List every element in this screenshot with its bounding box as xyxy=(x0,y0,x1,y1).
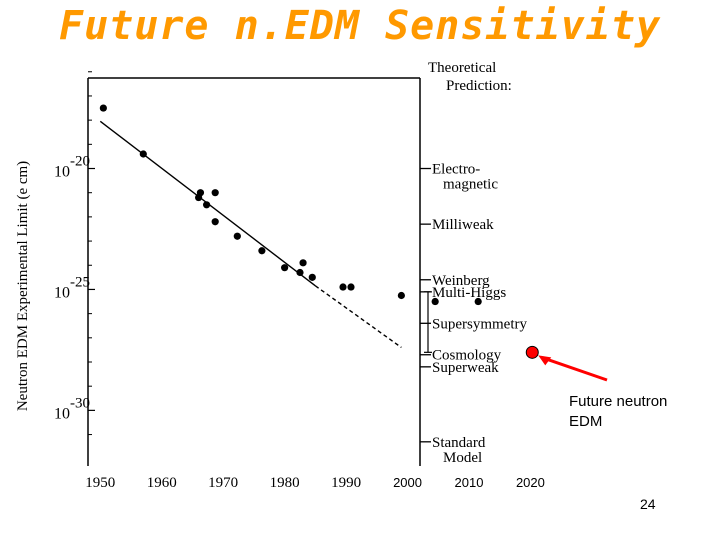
theory-label: Supersymmetry xyxy=(432,316,527,332)
theory-title-line2: Prediction: xyxy=(446,78,512,94)
data-point xyxy=(296,268,304,277)
theory-label: Standard xyxy=(432,435,486,451)
future-arrow-head xyxy=(538,355,552,366)
y-tick-label: 10-30 xyxy=(54,395,90,422)
theory-label: Model xyxy=(443,450,482,466)
y-tick-label: 10-20 xyxy=(54,154,90,181)
slide-title: Future n.EDM Sensitivity xyxy=(59,3,661,49)
x-tick-label: 1990 xyxy=(331,475,361,491)
data-point xyxy=(431,297,439,306)
x-tick-label: 1970 xyxy=(208,475,238,491)
theory-label: Electro- xyxy=(432,162,480,178)
data-point xyxy=(308,273,316,281)
page-number: 24 xyxy=(640,496,656,512)
data-point xyxy=(211,218,219,226)
future-label-line2: EDM xyxy=(569,413,602,430)
future-arrow-shaft xyxy=(540,355,608,382)
theory-label: Superweak xyxy=(432,360,499,376)
future-label-line1: Future neutron xyxy=(569,393,667,410)
theory-label: Cosmology xyxy=(432,348,502,364)
x-tick-label: 1960 xyxy=(147,475,177,491)
trend-line-extrapolation xyxy=(314,285,402,349)
data-point xyxy=(397,291,405,300)
theory-label: Weinberg xyxy=(432,273,490,289)
data-point xyxy=(474,297,482,306)
theory-label: Multi-Higgs xyxy=(432,285,506,301)
theory-label: Milliweak xyxy=(432,217,494,233)
x-tick-label: 1950 xyxy=(85,475,115,491)
data-point xyxy=(211,189,219,197)
data-point xyxy=(139,150,147,158)
y-tick-label: 10-25 xyxy=(54,274,90,301)
data-point xyxy=(258,247,266,255)
future-edm-point xyxy=(525,345,539,359)
x-tick-label: 2020 xyxy=(516,475,545,490)
data-point xyxy=(202,201,211,209)
data-point xyxy=(233,232,241,240)
x-tick-label: 1980 xyxy=(270,475,300,491)
theory-title-line1: Theoretical xyxy=(428,60,496,76)
x-tick-label: 2010 xyxy=(455,475,484,490)
data-point xyxy=(99,104,107,112)
y-axis-label: Neutron EDM Experimental Limit (e cm) xyxy=(15,161,31,411)
x-tick-label: 2000 xyxy=(393,475,422,490)
data-point xyxy=(196,189,205,197)
data-point xyxy=(281,264,289,272)
data-point xyxy=(347,283,355,291)
data-point xyxy=(339,283,347,291)
data-point xyxy=(299,259,307,267)
theory-label: magnetic xyxy=(443,177,498,193)
